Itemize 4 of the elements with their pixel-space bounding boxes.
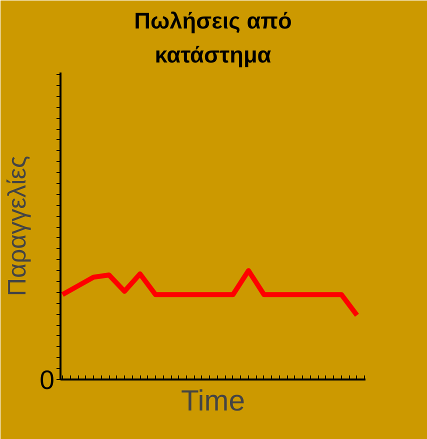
x-axis-title: Time (180, 384, 246, 418)
chart-title: Πωλήσεις από κατάστημα (134, 8, 292, 68)
text: 0 (40, 365, 55, 395)
y-axis-title: Παραγγελίες (4, 156, 32, 296)
